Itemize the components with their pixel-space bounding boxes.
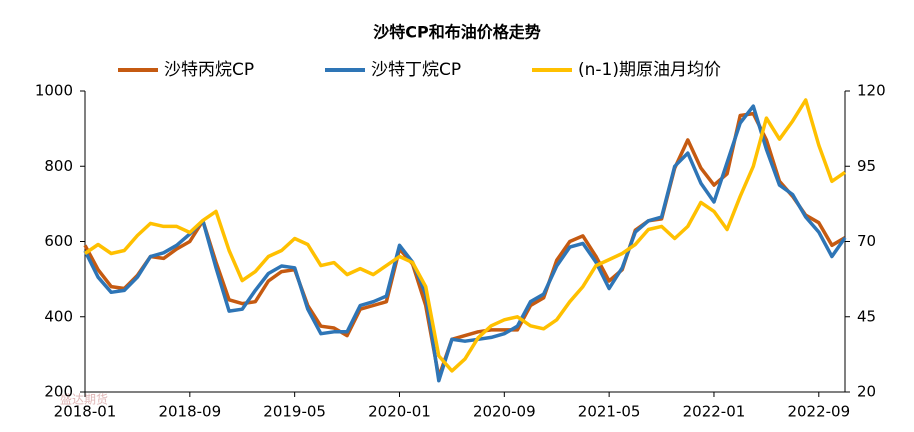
y2-tick-label: 45 bbox=[857, 307, 876, 325]
y-tick-label: 400 bbox=[44, 307, 73, 325]
y-tick-label: 1000 bbox=[35, 82, 73, 100]
x-tick-label: 2022-01 bbox=[683, 403, 746, 421]
y2-tick-label: 20 bbox=[857, 383, 876, 401]
y-tick-label: 800 bbox=[44, 157, 73, 175]
series-line bbox=[84, 98, 846, 373]
y2-tick-label: 70 bbox=[857, 232, 876, 250]
x-tick-label: 2018-09 bbox=[158, 403, 221, 421]
chart-title: 沙特CP和布油价格走势 bbox=[373, 23, 540, 42]
legend-label: 沙特丙烷CP bbox=[164, 60, 254, 80]
watermark: 盛达期货 bbox=[60, 392, 108, 407]
x-tick-label: 2021-05 bbox=[578, 403, 641, 421]
x-tick-label: 2020-09 bbox=[473, 403, 536, 421]
y2-tick-label: 120 bbox=[857, 82, 886, 100]
x-tick-label: 2019-05 bbox=[263, 403, 326, 421]
y2-tick-label: 95 bbox=[857, 157, 876, 175]
x-tick-label: 2022-09 bbox=[787, 403, 850, 421]
legend-label: (n-1)期原油月均价 bbox=[578, 60, 721, 80]
series-line bbox=[83, 104, 847, 383]
x-tick-label: 2018-01 bbox=[54, 403, 117, 421]
x-tick-label: 2020-01 bbox=[368, 403, 431, 421]
y-tick-label: 200 bbox=[44, 383, 73, 401]
legend-label: 沙特丁烷CP bbox=[371, 60, 461, 80]
y-tick-label: 600 bbox=[44, 232, 73, 250]
